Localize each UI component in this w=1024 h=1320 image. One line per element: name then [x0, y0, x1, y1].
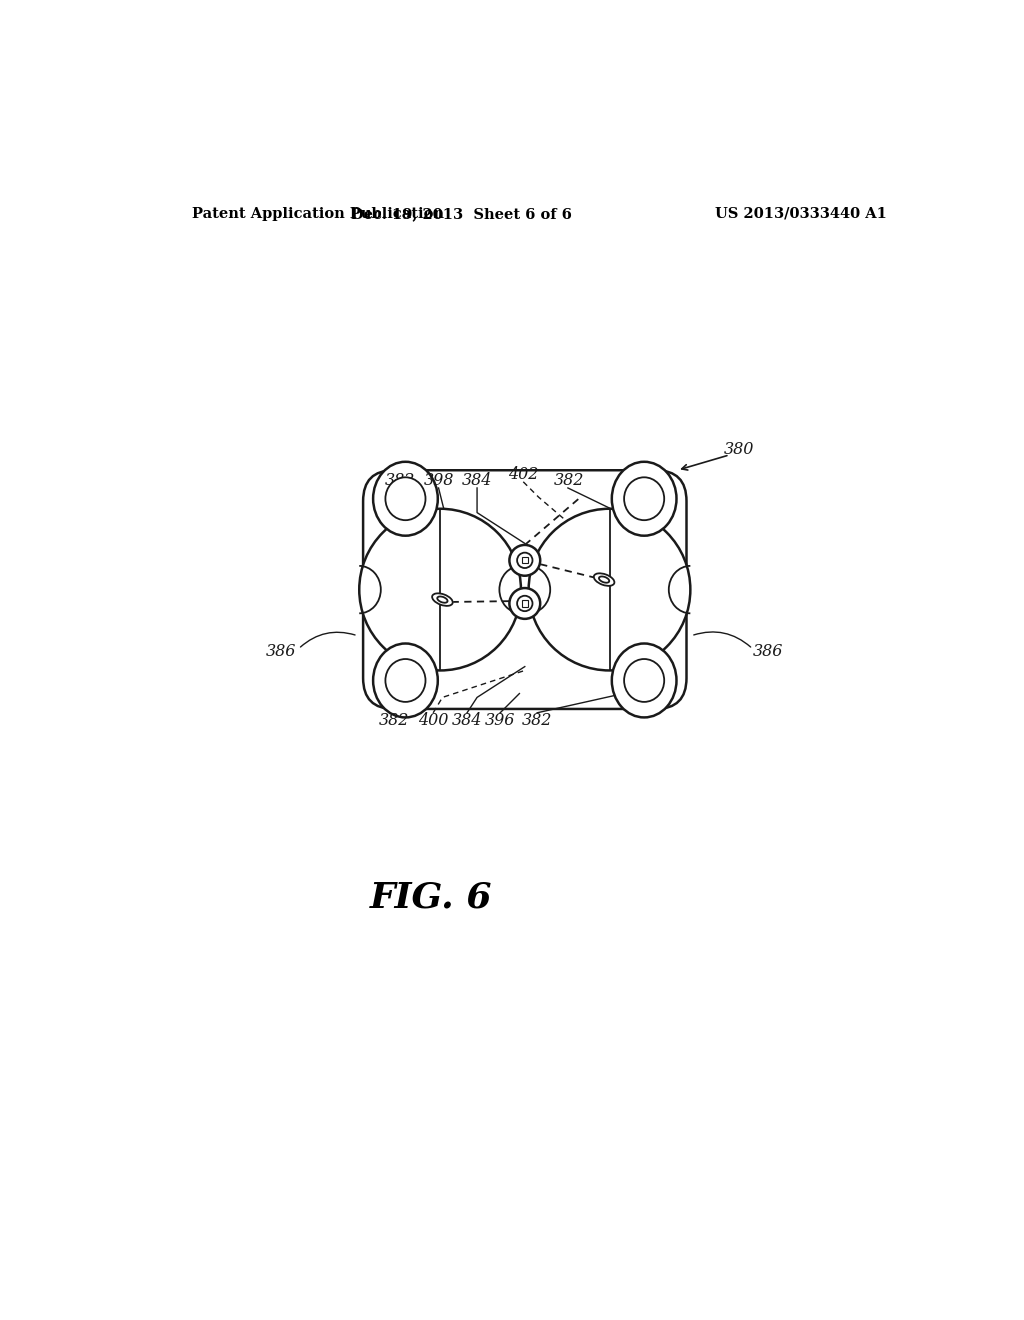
Ellipse shape: [385, 659, 426, 702]
FancyBboxPatch shape: [521, 601, 528, 607]
Text: 380: 380: [724, 441, 754, 458]
Text: Dec. 19, 2013  Sheet 6 of 6: Dec. 19, 2013 Sheet 6 of 6: [351, 207, 572, 220]
Text: 396: 396: [485, 711, 515, 729]
Text: 384: 384: [462, 471, 493, 488]
Circle shape: [528, 508, 690, 671]
Circle shape: [517, 553, 532, 568]
Circle shape: [359, 508, 521, 671]
Ellipse shape: [599, 577, 609, 582]
PathPatch shape: [364, 470, 686, 709]
Circle shape: [509, 589, 541, 619]
Ellipse shape: [611, 644, 677, 718]
Text: US 2013/0333440 A1: US 2013/0333440 A1: [715, 207, 887, 220]
FancyBboxPatch shape: [521, 557, 528, 564]
Ellipse shape: [594, 573, 614, 586]
Ellipse shape: [624, 659, 665, 702]
Text: 402: 402: [508, 466, 539, 483]
Text: FIG. 6: FIG. 6: [370, 880, 493, 915]
Text: 384: 384: [452, 711, 482, 729]
Text: 400: 400: [418, 711, 449, 729]
Text: 398: 398: [423, 471, 454, 488]
Ellipse shape: [385, 478, 426, 520]
Text: 382: 382: [379, 711, 409, 729]
Circle shape: [517, 595, 532, 611]
Ellipse shape: [373, 644, 438, 718]
Ellipse shape: [432, 594, 453, 606]
Text: 386: 386: [265, 643, 296, 660]
Text: 382: 382: [522, 711, 552, 729]
Text: 382: 382: [554, 471, 585, 488]
Ellipse shape: [437, 597, 447, 603]
Text: 382: 382: [385, 471, 416, 488]
Ellipse shape: [624, 478, 665, 520]
Text: Patent Application Publication: Patent Application Publication: [193, 207, 444, 220]
Circle shape: [509, 545, 541, 576]
Text: 386: 386: [753, 643, 783, 660]
Ellipse shape: [373, 462, 438, 536]
Ellipse shape: [611, 462, 677, 536]
